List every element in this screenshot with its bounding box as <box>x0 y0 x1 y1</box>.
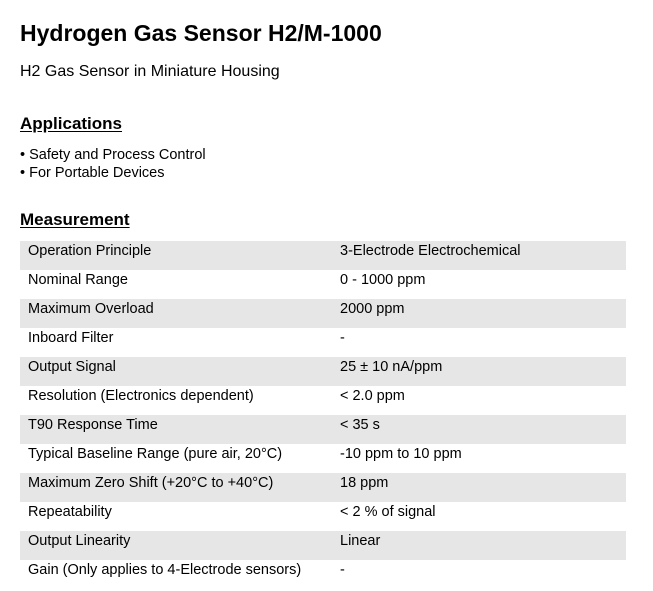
list-item: • Safety and Process Control <box>20 147 206 163</box>
table-row: T90 Response Time < 35 s <box>20 415 626 444</box>
parameter-label: Gain (Only applies to 4-Electrode sensor… <box>28 562 302 578</box>
parameter-label: Maximum Zero Shift (+20°C to +40°C) <box>28 475 274 491</box>
table-row: Repeatability < 2 % of signal <box>20 502 626 531</box>
parameter-label: Resolution (Electronics dependent) <box>28 388 254 404</box>
applications-list: • Safety and Process Control • For Porta… <box>20 146 206 182</box>
parameter-label: Maximum Overload <box>28 301 154 317</box>
parameter-label: Output Linearity <box>28 533 131 549</box>
parameter-label: Output Signal <box>28 359 116 375</box>
page-title: Hydrogen Gas Sensor H2/M-1000 <box>20 20 382 46</box>
table-row: Maximum Overload 2000 ppm <box>20 299 626 328</box>
parameter-value: - <box>340 330 345 346</box>
table-row: Output Signal 25 ± 10 nA/ppm <box>20 357 626 386</box>
table-row: Typical Baseline Range (pure air, 20°C) -… <box>20 444 626 473</box>
table-row: Output Linearity Linear <box>20 531 626 560</box>
parameter-value: < 2 % of signal <box>340 504 436 520</box>
parameter-label: Inboard Filter <box>28 330 114 346</box>
parameter-value: - <box>340 562 345 578</box>
parameter-value: < 35 s <box>340 417 380 433</box>
parameter-value: 3-Electrode Electrochemical <box>340 243 521 259</box>
list-item: • For Portable Devices <box>20 165 165 181</box>
table-row: Resolution (Electronics dependent) < 2.0 … <box>20 386 626 415</box>
table-row: Gain (Only applies to 4-Electrode sensor… <box>20 560 626 589</box>
parameter-value: < 2.0 ppm <box>340 388 405 404</box>
parameter-label: T90 Response Time <box>28 417 158 433</box>
parameter-value: -10 ppm to 10 ppm <box>340 446 462 462</box>
measurement-heading: Measurement <box>20 210 130 229</box>
parameter-label: Nominal Range <box>28 272 128 288</box>
parameter-label: Repeatability <box>28 504 112 520</box>
table-row: Nominal Range 0 - 1000 ppm <box>20 270 626 299</box>
parameter-value: 2000 ppm <box>340 301 405 317</box>
parameter-label: Typical Baseline Range (pure air, 20°C) <box>28 446 283 462</box>
parameter-value: 25 ± 10 nA/ppm <box>340 359 443 375</box>
table-row: Inboard Filter - <box>20 328 626 357</box>
parameter-value: Linear <box>340 533 381 549</box>
measurement-table: Operation Principle 3-Electrode Electroch… <box>20 241 626 589</box>
table-row: Maximum Zero Shift (+20°C to +40°C) 18 pp… <box>20 473 626 502</box>
table-row: Operation Principle 3-Electrode Electroch… <box>20 241 626 270</box>
parameter-value: 18 ppm <box>340 475 389 491</box>
subtitle: H2 Gas Sensor in Miniature Housing <box>20 63 280 80</box>
parameter-label: Operation Principle <box>28 243 152 259</box>
parameter-value: 0 - 1000 ppm <box>340 272 426 288</box>
applications-heading: Applications <box>20 114 123 133</box>
